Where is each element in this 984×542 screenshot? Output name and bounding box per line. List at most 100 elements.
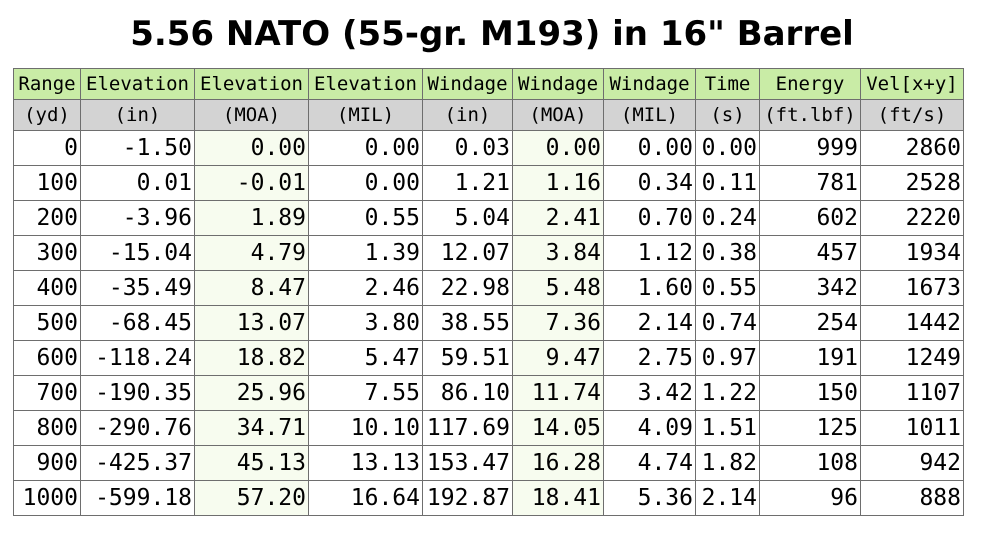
cell-windage-mil: 0.34 — [603, 165, 696, 201]
cell-time: 2.14 — [695, 480, 760, 516]
column-header-elevation-mil: Elevation — [308, 68, 423, 100]
cell-velocity: 1011 — [860, 410, 964, 446]
unit-elevation-moa: (MOA) — [194, 99, 309, 131]
cell-elevation-moa: 1.89 — [194, 200, 309, 236]
column-header-range: Range — [13, 68, 81, 100]
column-header-time: Time — [695, 68, 760, 100]
cell-energy: 999 — [759, 130, 861, 166]
cell-elevation-moa: 13.07 — [194, 305, 309, 341]
cell-elevation-moa: -0.01 — [194, 165, 309, 201]
cell-elevation-in: -425.37 — [80, 445, 195, 481]
cell-windage-mil: 1.60 — [603, 270, 696, 306]
cell-time: 0.38 — [695, 235, 760, 271]
table-row: 100 0.01 -0.01 0.00 1.21 1.16 0.34 0.11 781 2528 — [13, 165, 964, 201]
column-header-windage-mil: Windage — [603, 68, 696, 100]
cell-range: 700 — [13, 375, 81, 411]
cell-range: 800 — [13, 410, 81, 446]
cell-windage-moa: 5.48 — [512, 270, 604, 306]
cell-range: 100 — [13, 165, 81, 201]
cell-windage-moa: 18.41 — [512, 480, 604, 516]
cell-velocity: 2528 — [860, 165, 964, 201]
cell-velocity: 2860 — [860, 130, 964, 166]
cell-energy: 125 — [759, 410, 861, 446]
unit-time: (s) — [695, 99, 760, 131]
cell-windage-mil: 2.75 — [603, 340, 696, 376]
cell-elevation-moa: 0.00 — [194, 130, 309, 166]
cell-energy: 108 — [759, 445, 861, 481]
cell-velocity: 942 — [860, 445, 964, 481]
table-row: 400 -35.49 8.47 2.46 22.98 5.48 1.60 0.55 342 167… — [13, 270, 964, 306]
cell-range: 200 — [13, 200, 81, 236]
cell-energy: 254 — [759, 305, 861, 341]
cell-energy: 457 — [759, 235, 861, 271]
table-row: 300 -15.04 4.79 1.39 12.07 3.84 1.12 0.38 457 193… — [13, 235, 964, 271]
unit-windage-in: (in) — [422, 99, 513, 131]
cell-windage-mil: 3.42 — [603, 375, 696, 411]
cell-windage-moa: 9.47 — [512, 340, 604, 376]
cell-windage-in: 86.10 — [422, 375, 513, 411]
cell-range: 300 — [13, 235, 81, 271]
cell-range: 500 — [13, 305, 81, 341]
cell-velocity: 1107 — [860, 375, 964, 411]
cell-elevation-in: -1.50 — [80, 130, 195, 166]
cell-velocity: 1442 — [860, 305, 964, 341]
unit-windage-mil: (MIL) — [603, 99, 696, 131]
cell-windage-in: 22.98 — [422, 270, 513, 306]
column-header-velocity: Vel[x+y] — [860, 68, 964, 100]
cell-windage-mil: 4.09 — [603, 410, 696, 446]
table-row: 800 -290.76 34.71 10.10 117.69 14.05 4.09 1.51 1… — [13, 410, 964, 446]
unit-row: (yd) (in) (MOA) (MIL) (in) (MOA) (MIL) (… — [13, 99, 964, 131]
cell-time: 0.97 — [695, 340, 760, 376]
cell-elevation-in: -35.49 — [80, 270, 195, 306]
cell-elevation-mil: 2.46 — [308, 270, 423, 306]
cell-windage-in: 38.55 — [422, 305, 513, 341]
cell-elevation-in: -68.45 — [80, 305, 195, 341]
cell-energy: 96 — [759, 480, 861, 516]
column-header-energy: Energy — [759, 68, 861, 100]
cell-range: 900 — [13, 445, 81, 481]
cell-elevation-in: 0.01 — [80, 165, 195, 201]
cell-time: 1.82 — [695, 445, 760, 481]
cell-windage-moa: 2.41 — [512, 200, 604, 236]
cell-elevation-mil: 7.55 — [308, 375, 423, 411]
cell-windage-mil: 2.14 — [603, 305, 696, 341]
unit-energy: (ft.lbf) — [759, 99, 861, 131]
cell-time: 0.55 — [695, 270, 760, 306]
unit-elevation-in: (in) — [80, 99, 195, 131]
ballistics-table: Range Elevation Elevation Elevation Wind… — [13, 68, 964, 516]
cell-elevation-in: -599.18 — [80, 480, 195, 516]
unit-velocity: (ft/s) — [860, 99, 964, 131]
cell-elevation-mil: 10.10 — [308, 410, 423, 446]
cell-elevation-moa: 18.82 — [194, 340, 309, 376]
cell-elevation-mil: 3.80 — [308, 305, 423, 341]
cell-windage-moa: 11.74 — [512, 375, 604, 411]
table-row: 500 -68.45 13.07 3.80 38.55 7.36 2.14 0.74 254 14… — [13, 305, 964, 341]
cell-windage-mil: 0.00 — [603, 130, 696, 166]
cell-elevation-mil: 1.39 — [308, 235, 423, 271]
cell-elevation-in: -3.96 — [80, 200, 195, 236]
cell-velocity: 1673 — [860, 270, 964, 306]
cell-energy: 781 — [759, 165, 861, 201]
cell-windage-in: 12.07 — [422, 235, 513, 271]
cell-windage-mil: 5.36 — [603, 480, 696, 516]
cell-elevation-in: -15.04 — [80, 235, 195, 271]
table-row: 0 -1.50 0.00 0.00 0.03 0.00 0.00 0.00 999 2860 — [13, 130, 964, 166]
cell-windage-in: 0.03 — [422, 130, 513, 166]
cell-elevation-mil: 0.55 — [308, 200, 423, 236]
cell-windage-mil: 4.74 — [603, 445, 696, 481]
cell-time: 0.11 — [695, 165, 760, 201]
cell-elevation-moa: 57.20 — [194, 480, 309, 516]
cell-range: 0 — [13, 130, 81, 166]
cell-elevation-in: -118.24 — [80, 340, 195, 376]
cell-range: 600 — [13, 340, 81, 376]
cell-elevation-moa: 25.96 — [194, 375, 309, 411]
cell-velocity: 2220 — [860, 200, 964, 236]
cell-windage-mil: 0.70 — [603, 200, 696, 236]
cell-time: 1.51 — [695, 410, 760, 446]
page-title: 5.56 NATO (55-gr. M193) in 16" Barrel — [130, 14, 854, 54]
cell-time: 1.22 — [695, 375, 760, 411]
column-header-elevation-in: Elevation — [80, 68, 195, 100]
cell-windage-in: 5.04 — [422, 200, 513, 236]
header-row: Range Elevation Elevation Elevation Wind… — [13, 68, 964, 100]
cell-elevation-moa: 34.71 — [194, 410, 309, 446]
